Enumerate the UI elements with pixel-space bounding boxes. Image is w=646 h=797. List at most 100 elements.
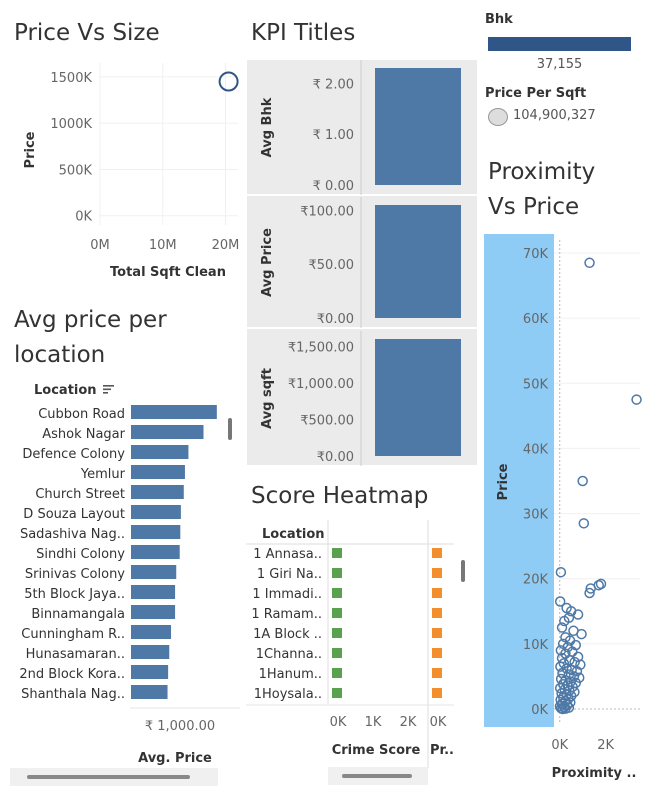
heatmap-pr-cell[interactable] (432, 668, 442, 678)
location-label[interactable]: D Souza Layout (23, 507, 125, 522)
heatmap-crime-cell[interactable] (332, 608, 342, 618)
heatmap-pr-cell[interactable] (432, 648, 442, 658)
location-label[interactable]: Sadashiva Nag.. (20, 527, 125, 542)
location-bar[interactable] (131, 505, 181, 519)
heatmap-crime-cell[interactable] (332, 628, 342, 638)
location-bar[interactable] (131, 645, 170, 659)
heatmap-location-label[interactable]: 1 Ramam.. (251, 607, 322, 622)
bhk-legend-bar[interactable] (488, 37, 631, 51)
pp-point[interactable] (631, 394, 642, 405)
location-bar[interactable] (131, 665, 169, 679)
location-label[interactable]: Defence Colony (22, 447, 125, 462)
heatmap-crime-cell[interactable] (332, 568, 342, 578)
heatmap-pr-cell[interactable] (432, 568, 442, 578)
kpi-bar[interactable] (375, 68, 461, 185)
location-label[interactable]: Cunningham R.. (21, 627, 125, 642)
location-label[interactable]: Church Street (35, 487, 125, 502)
heatmap-location-label[interactable]: 1Hanum.. (259, 667, 322, 682)
location-bar[interactable] (131, 485, 184, 499)
pp-y-tick: 40K (523, 442, 549, 457)
location-bar[interactable] (131, 685, 168, 699)
heatmap-location-label[interactable]: 1Hoysala.. (254, 687, 322, 702)
pp-point[interactable] (556, 622, 568, 633)
pp-point[interactable] (584, 257, 595, 269)
location-label[interactable]: Srinivas Colony (25, 567, 125, 582)
pp-point[interactable] (577, 475, 588, 487)
pp-point[interactable] (558, 658, 570, 669)
heatmap-location-label[interactable]: 1 Giri Na.. (257, 567, 322, 582)
location-bar[interactable] (131, 425, 204, 439)
pp-y-tick: 70K (523, 247, 549, 262)
heatmap-location-label[interactable]: 1 Immadi.. (252, 587, 322, 602)
heatmap-location-label[interactable]: 1Channa.. (256, 647, 322, 662)
heatmap-location-label[interactable]: 1 Annasa.. (253, 547, 322, 562)
kpi-bar[interactable] (375, 205, 461, 318)
location-label[interactable]: Cubbon Road (38, 407, 125, 422)
location-label[interactable]: Yemlur (80, 467, 126, 482)
location-label[interactable]: Ashok Nagar (42, 427, 125, 442)
location-hscroll-thumb[interactable] (27, 775, 190, 779)
pp-point[interactable] (576, 628, 587, 640)
heatmap-pr-cell[interactable] (432, 608, 442, 618)
heatmap-scroll-thumb[interactable] (461, 560, 465, 582)
location-bar[interactable] (131, 585, 176, 599)
pp-point[interactable] (568, 671, 580, 682)
location-bar[interactable] (131, 545, 180, 559)
avg-price-location-title-line2: location (14, 342, 106, 368)
sort-icon[interactable] (103, 383, 115, 398)
avg-price-location-chart[interactable]: Cubbon Road Ashok Nagar Defence Colony Yeml… (0, 400, 245, 790)
pp-point[interactable] (563, 669, 575, 680)
heatmap-crime-cell[interactable] (332, 668, 342, 678)
location-label[interactable]: Shanthala Nag.. (21, 687, 125, 702)
heatmap-pr-cell[interactable] (432, 628, 442, 638)
pp-point[interactable] (578, 518, 590, 529)
pp-point[interactable] (555, 661, 566, 672)
location-scroll-thumb[interactable] (228, 418, 232, 440)
pp-point[interactable] (555, 566, 567, 578)
location-bar[interactable] (131, 605, 176, 619)
proximity-vs-price-chart[interactable]: 0K 10K 20K 30K 40K 50K 60K 70K 0K 2K Price Proxim… (482, 232, 646, 792)
pvs-y-tick: 1500K (50, 71, 92, 86)
proximity-title-line2: Vs Price (488, 194, 580, 220)
heatmap-pr-cell[interactable] (432, 688, 442, 698)
kpi-tick: ₹ 0.00 (313, 179, 354, 194)
kpi-bar[interactable] (375, 339, 461, 456)
price-vs-size-chart[interactable]: 0K 500K 1000K 1500K 0M 10M 20M Price Total Sqf… (10, 55, 242, 290)
price-per-sqft-legend-circle[interactable] (488, 108, 508, 126)
pp-point[interactable] (595, 578, 607, 590)
score-heatmap-chart[interactable]: Location 1 Annasa.. 1 Giri Na.. 1 Immadi.. 1… (246, 520, 478, 795)
location-bar[interactable] (131, 405, 217, 419)
pp-point[interactable] (584, 587, 595, 599)
location-label[interactable]: 2nd Block Kora.. (19, 667, 125, 682)
location-bar[interactable] (131, 525, 181, 539)
heatmap-hscroll-thumb[interactable] (342, 774, 412, 778)
location-label[interactable]: Hunasamaran.. (26, 647, 125, 662)
heatmap-crime-cell[interactable] (332, 588, 342, 598)
kpi-chart[interactable]: ₹ 2.00 ₹ 1.00 ₹ 0.00 Avg Bhk ₹100.00 ₹50.00 ₹0… (247, 60, 477, 466)
heatmap-pr-cell[interactable] (432, 588, 442, 598)
heatmap-crime-cell[interactable] (332, 648, 342, 658)
pp-point[interactable] (554, 596, 566, 607)
pp-point[interactable] (565, 690, 577, 702)
location-bar[interactable] (131, 445, 189, 459)
pp-point[interactable] (559, 615, 570, 627)
location-bar[interactable] (131, 565, 177, 579)
location-bar[interactable] (131, 465, 185, 479)
pp-point[interactable] (572, 609, 584, 620)
pvs-y-tick: 0K (75, 210, 92, 225)
kpi-row-label: Avg sqft (260, 368, 275, 429)
pp-point[interactable] (557, 703, 568, 715)
location-label[interactable]: 5th Block Jaya.. (24, 587, 125, 602)
location-label[interactable]: Binnamangala (31, 607, 125, 622)
heatmap-crime-cell[interactable] (332, 688, 342, 698)
pp-point[interactable] (554, 682, 566, 694)
pp-point[interactable] (585, 583, 596, 594)
price-per-sqft-legend-value: 104,900,327 (513, 108, 596, 123)
pp-point[interactable] (573, 672, 585, 683)
heatmap-location-label[interactable]: 1A Block .. (253, 627, 322, 642)
heatmap-crime-cell[interactable] (332, 548, 342, 558)
heatmap-pr-cell[interactable] (432, 548, 442, 558)
location-label[interactable]: Sindhi Colony (36, 547, 125, 562)
location-bar[interactable] (131, 625, 172, 639)
pvs-point[interactable] (218, 71, 239, 92)
